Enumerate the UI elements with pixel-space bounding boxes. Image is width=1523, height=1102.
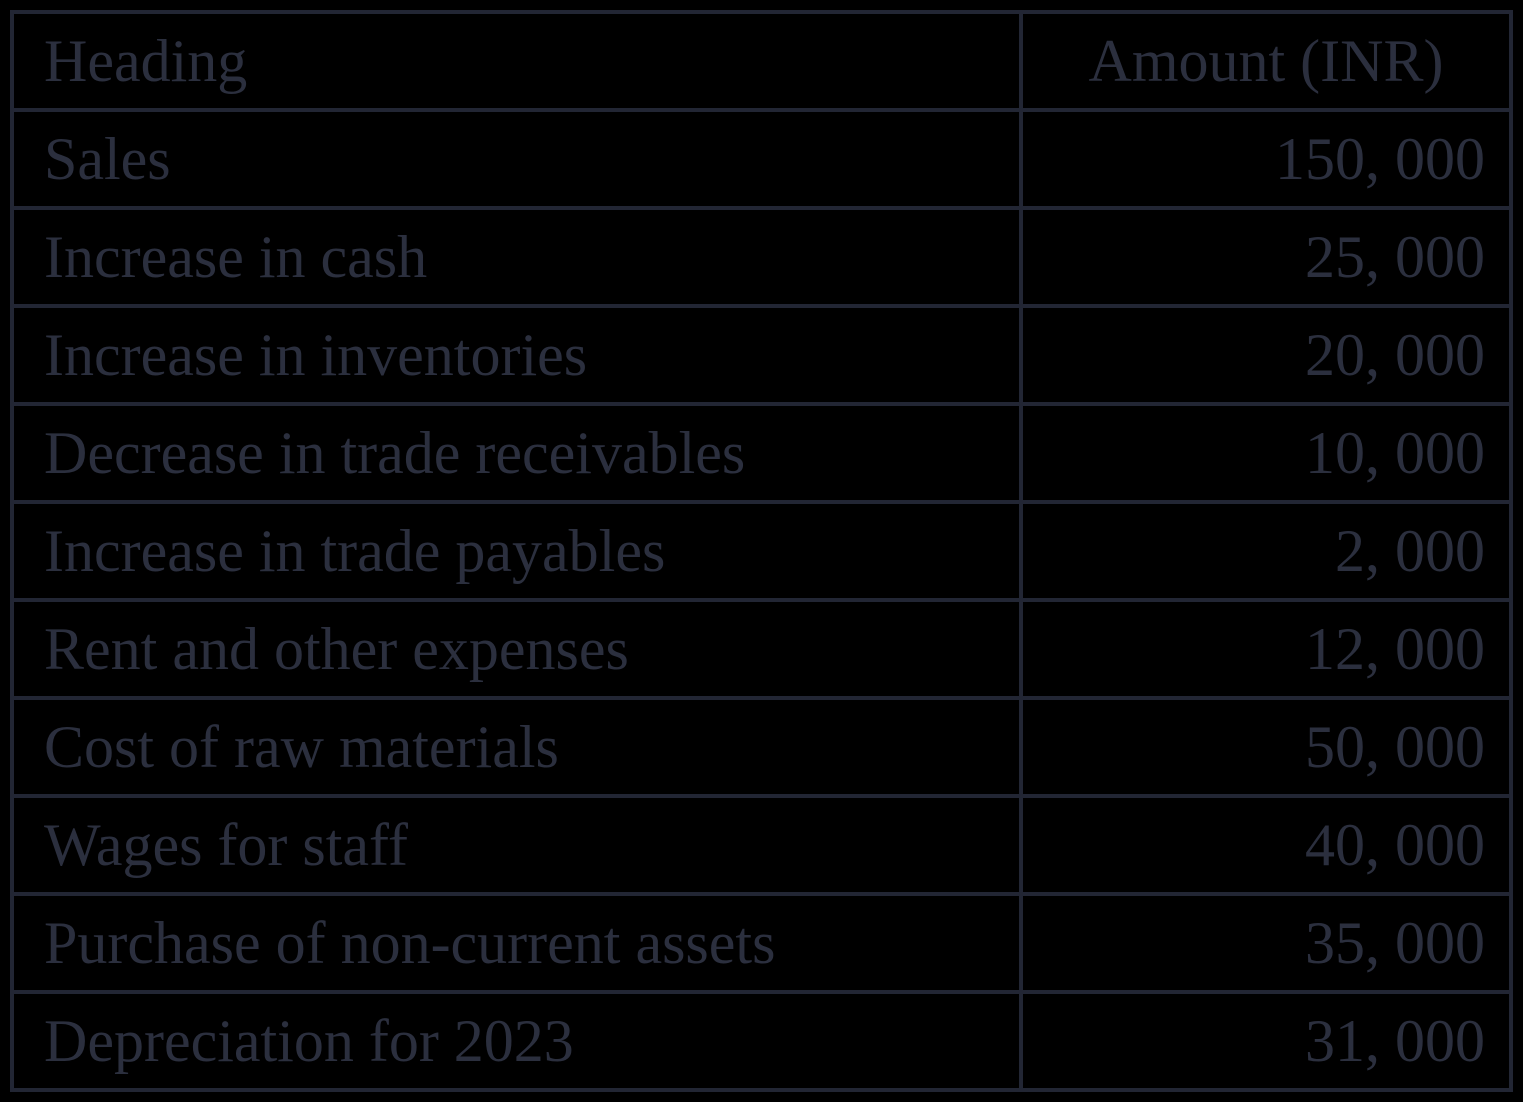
table-row: Decrease in trade receivables 10, 000 [10,402,1513,504]
column-header-amount-inr: Amount (INR) [1019,10,1513,112]
row-heading-cell: Increase in inventories [10,304,1023,406]
row-amount-cell: 25, 000 [1019,206,1513,308]
financial-data-table: Heading Amount (INR) Sales 150, 000 Increa… [10,10,1513,1092]
row-heading-cell: Cost of raw materials [10,696,1023,798]
table-row: Cost of raw materials 50, 000 [10,696,1513,798]
row-amount-cell: 35, 000 [1019,892,1513,994]
table-row: Wages for staff 40, 000 [10,794,1513,896]
table-header: Heading Amount (INR) [10,10,1513,112]
row-heading-cell: Rent and other expenses [10,598,1023,700]
row-heading-cell: Increase in cash [10,206,1023,308]
row-amount-cell: 2, 000 [1019,500,1513,602]
row-amount-cell: 31, 000 [1019,990,1513,1092]
table-row: Increase in inventories 20, 000 [10,304,1513,406]
row-amount-cell: 20, 000 [1019,304,1513,406]
row-heading-cell: Depreciation for 2023 [10,990,1023,1092]
row-heading-cell: Purchase of non-current assets [10,892,1023,994]
table-row: Increase in cash 25, 000 [10,206,1513,308]
column-header-heading: Heading [10,10,1023,112]
row-amount-cell: 12, 000 [1019,598,1513,700]
header-row: Heading Amount (INR) [10,10,1513,112]
row-heading-cell: Decrease in trade receivables [10,402,1023,504]
row-amount-cell: 150, 000 [1019,108,1513,210]
row-amount-cell: 50, 000 [1019,696,1513,798]
row-amount-cell: 40, 000 [1019,794,1513,896]
table-row: Rent and other expenses 12, 000 [10,598,1513,700]
row-heading-cell: Sales [10,108,1023,210]
table-body: Sales 150, 000 Increase in cash 25, 000 Incr… [10,108,1513,1092]
row-heading-cell: Increase in trade payables [10,500,1023,602]
table-row: Increase in trade payables 2, 000 [10,500,1513,602]
row-amount-cell: 10, 000 [1019,402,1513,504]
table-row: Purchase of non-current assets 35, 000 [10,892,1513,994]
table-row: Depreciation for 2023 31, 000 [10,990,1513,1092]
row-heading-cell: Wages for staff [10,794,1023,896]
table-row: Sales 150, 000 [10,108,1513,210]
